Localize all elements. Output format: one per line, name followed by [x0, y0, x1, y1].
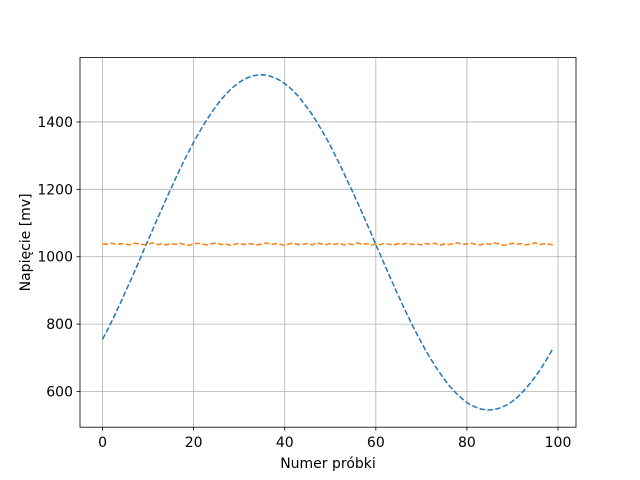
x-tick-label: 40 [276, 435, 294, 451]
x-tick-label: 20 [185, 435, 203, 451]
y-tick-label: 800 [46, 317, 73, 333]
y-tick-label: 1200 [37, 182, 73, 198]
axes-spines [79, 57, 577, 428]
chart-generated-layer: 0 20 40 60 80 100 600 800 1000 1200 1400 [37, 57, 577, 451]
x-tick-label: 0 [98, 435, 107, 451]
x-tick-label: 60 [367, 435, 385, 451]
x-axis-label: Numer próbki [280, 456, 376, 472]
y-tick-label: 600 [46, 384, 73, 400]
y-tick-label: 1000 [37, 250, 73, 266]
series-line-constant-reference-signal [102, 242, 554, 247]
y-tick-label: 1400 [37, 115, 73, 131]
x-tick-label: 100 [545, 435, 572, 451]
x-tick-label: 80 [458, 435, 476, 451]
y-axis-label: Napięcie [mv] [18, 193, 34, 291]
series-line-sine-wave-signal [101, 74, 555, 411]
